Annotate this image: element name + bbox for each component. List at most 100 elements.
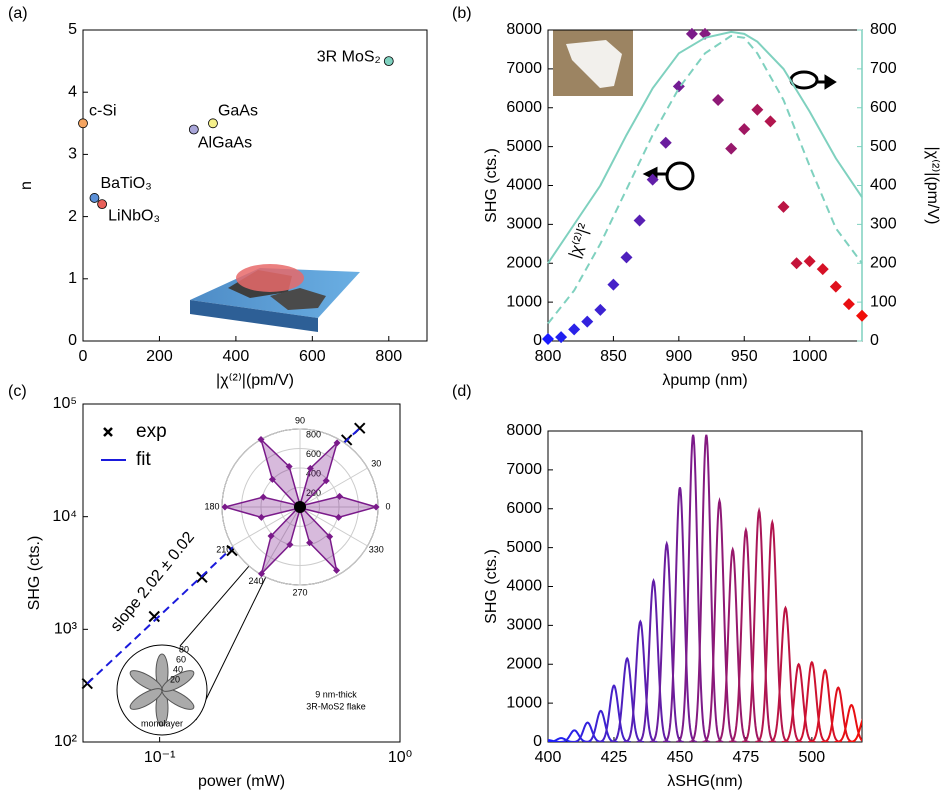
material-point (89, 193, 100, 203)
polar-caption: 9 nm-thick (315, 689, 357, 699)
y-tick-label: 5 (68, 21, 77, 38)
shg-peak (755, 518, 790, 742)
data-diamond (816, 263, 829, 276)
monolayer-inset (116, 644, 208, 736)
shg-peak (821, 686, 856, 742)
data-diamond (555, 331, 568, 344)
x-tick-label: 900 (665, 348, 692, 365)
curve-label: |χ⁽²⁾|² (566, 221, 593, 260)
data-diamond (620, 251, 633, 264)
data-diamond (633, 214, 646, 227)
shg-peak (597, 684, 631, 742)
shg-peak (715, 546, 750, 742)
data-diamond (829, 280, 842, 293)
inset-illustration (190, 264, 360, 332)
data-diamond (581, 315, 594, 328)
data-diamond (856, 309, 868, 322)
y2-tick-label: 0 (870, 332, 879, 349)
y-tick-label: 1 (68, 270, 77, 287)
polar-point (322, 477, 330, 485)
monolayer-r-label: 80 (179, 644, 189, 654)
y2-tick-label: 300 (870, 216, 897, 233)
polar-point (333, 566, 341, 574)
y2-tick-label: 100 (870, 293, 897, 310)
x-tick-label: 600 (299, 348, 326, 365)
polar-grid-spoke (232, 506, 301, 547)
polar-point (257, 513, 265, 521)
x-tick-label: 800 (375, 348, 402, 365)
polar-point (333, 439, 341, 447)
shg-peak (610, 656, 645, 742)
polar-point (336, 492, 344, 500)
polar-angle-label: 330 (369, 544, 384, 554)
photo-inset (553, 30, 633, 96)
y-tick-label: 4 (68, 83, 77, 100)
y2-axis-label: |χ⁽²⁾|(pm/V) (924, 147, 941, 225)
shg-peak (781, 662, 816, 742)
x-axis-label: power (mW) (198, 773, 285, 790)
y-tick-label: 4000 (506, 177, 542, 194)
material-point (78, 118, 88, 129)
y-tick-label: 2 (68, 208, 77, 225)
shg-peak (742, 506, 777, 742)
polar-point (326, 533, 334, 541)
polar-grid-spoke (260, 506, 301, 575)
solid-curve (547, 30, 863, 264)
polar-point (335, 513, 343, 521)
y-tick-label: 10³ (54, 621, 78, 638)
shg-peak (583, 709, 618, 742)
y-tick-label: 1000 (506, 694, 542, 711)
x-tick-label: 0 (79, 348, 88, 365)
data-diamond (764, 115, 777, 128)
material-point (208, 118, 218, 129)
x-tick-label: 10⁰ (388, 749, 412, 766)
panel-label: (d) (452, 383, 472, 400)
point-label: 3R MoS₂ (317, 48, 381, 65)
x-tick-label: 450 (667, 749, 694, 766)
monolayer-r-label: 60 (176, 654, 186, 664)
point-label: AlGaAs (198, 135, 252, 152)
y-axis-label: n (18, 181, 35, 190)
y-tick-label: 10⁴ (52, 508, 77, 525)
polar-caption: 3R-MoS2 flake (306, 701, 366, 711)
polar-angle-label: 0 (385, 501, 390, 511)
shg-peak (623, 619, 658, 742)
x-tick-label: 400 (223, 348, 250, 365)
polar-point (257, 570, 265, 578)
polar-angle-label: 270 (292, 587, 307, 597)
data-cross (148, 610, 160, 623)
polar-point (286, 541, 294, 549)
data-diamond (685, 27, 698, 40)
data-diamond (568, 323, 581, 336)
y-tick-label: 8000 (506, 422, 542, 439)
y2-tick-label: 800 (870, 21, 897, 38)
monolayer-r-label: 40 (173, 664, 183, 674)
y2-tick-label: 200 (870, 254, 897, 271)
polar-point (259, 493, 267, 501)
x-tick-label: 950 (731, 348, 758, 365)
y-tick-label: 3 (68, 146, 77, 163)
dashed-curve (547, 34, 863, 325)
y-tick-label: 5000 (506, 539, 542, 556)
material-point (383, 56, 394, 66)
x-tick-label: 800 (535, 348, 562, 365)
data-diamond (777, 200, 790, 213)
panel-label: (a) (8, 5, 28, 22)
y-tick-label: 0 (533, 332, 542, 349)
peak-group (548, 434, 862, 742)
data-diamond (751, 103, 764, 116)
y-tick-label: 0 (68, 332, 77, 349)
legend-label: fit (136, 449, 152, 470)
shg-peak (662, 487, 697, 742)
y-tick-label: 3000 (506, 216, 542, 233)
y-tick-label: 10² (54, 733, 78, 750)
fit-line (86, 427, 361, 685)
shg-peak (689, 434, 724, 742)
polar-point (267, 532, 275, 540)
polar-r-label: 400 (306, 468, 321, 478)
y-tick-label: 3000 (506, 617, 542, 634)
x-tick-label: 500 (799, 749, 826, 766)
polar-angle-label: 90 (295, 415, 305, 425)
data-diamond (712, 93, 725, 106)
